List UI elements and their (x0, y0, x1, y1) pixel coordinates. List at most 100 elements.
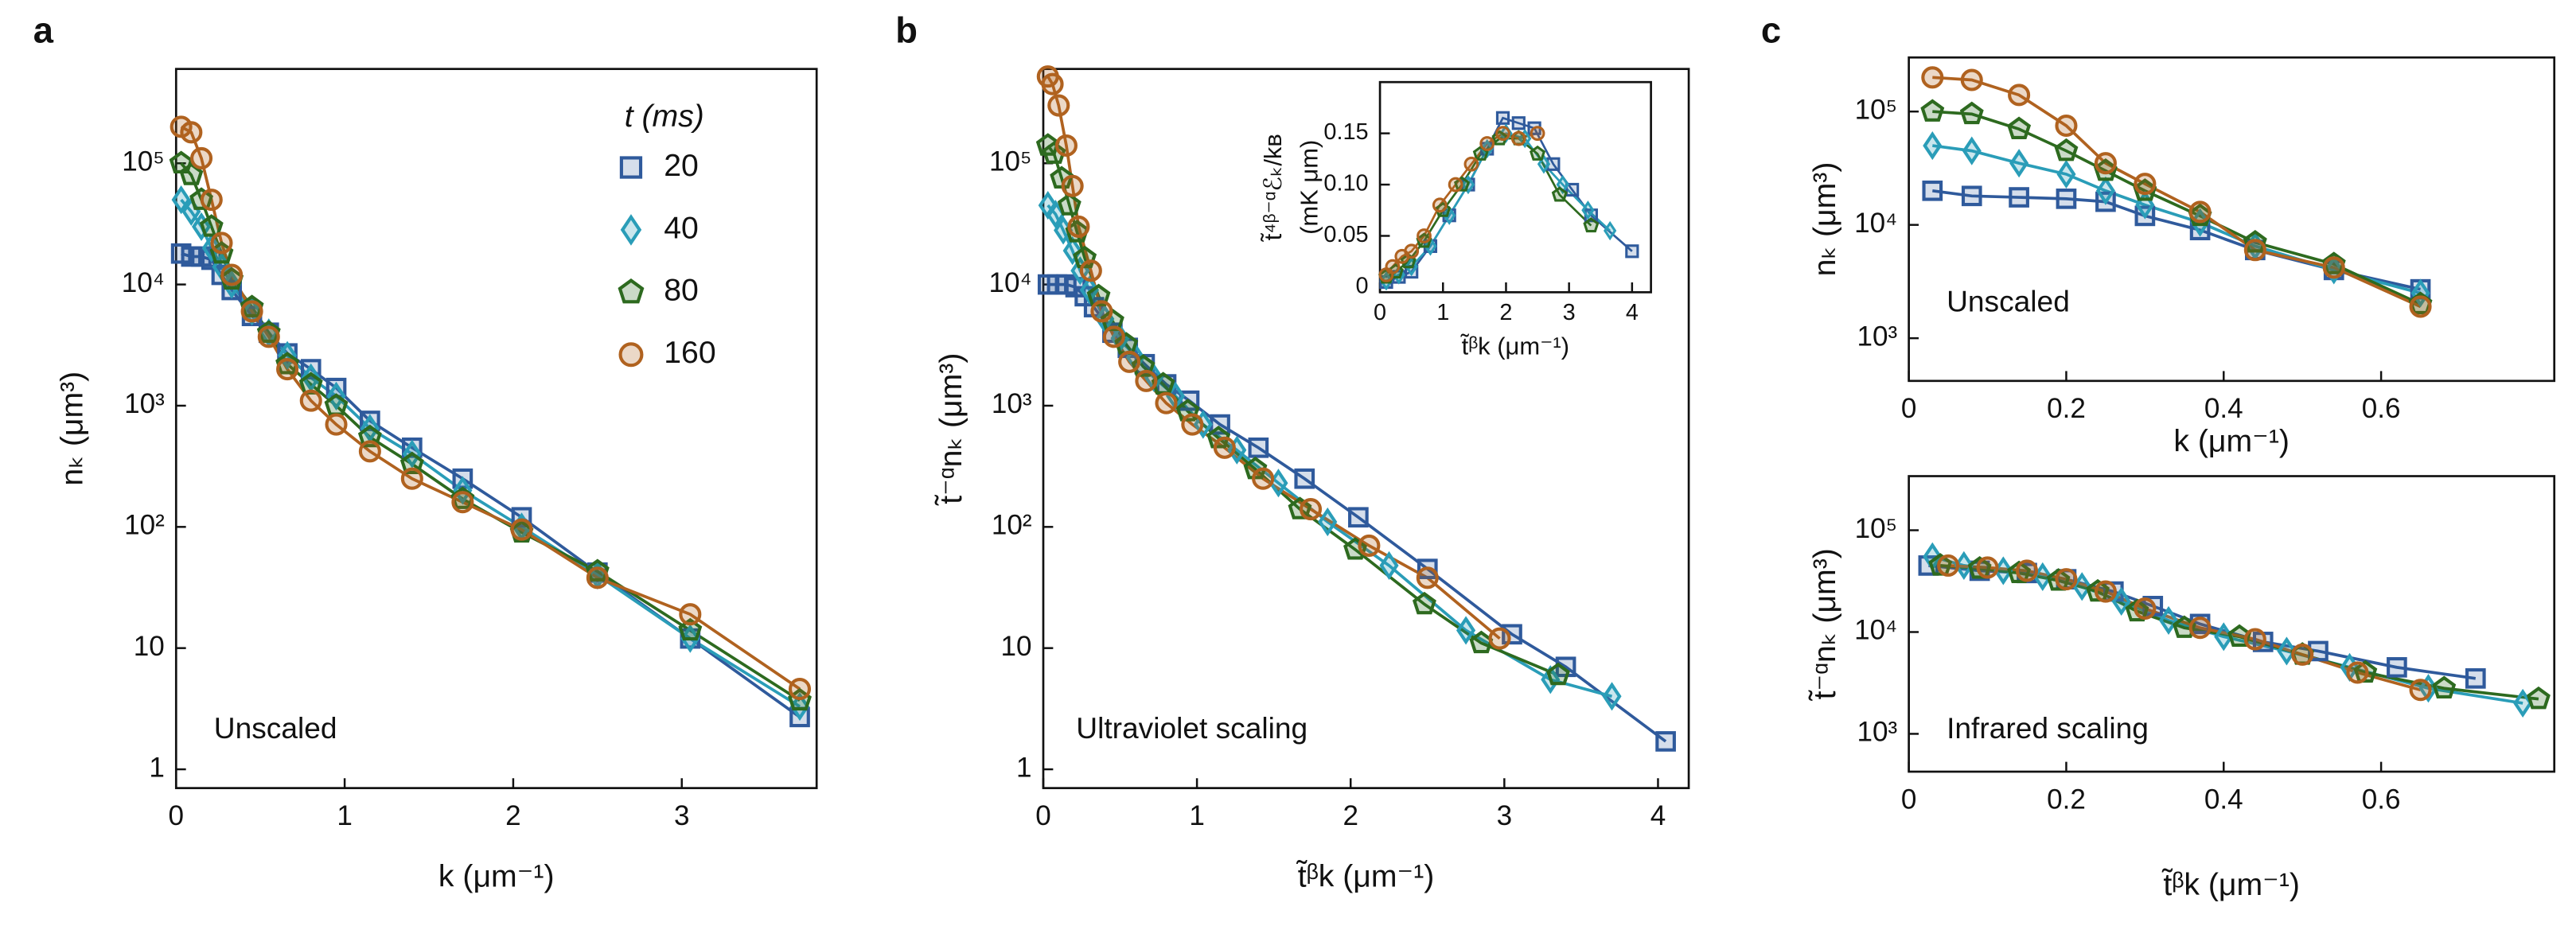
marker (1967, 556, 1992, 579)
marker (358, 440, 381, 463)
series-line (1046, 204, 1613, 698)
marker (1921, 66, 1944, 89)
marker (1551, 186, 1568, 202)
axes-frame (1378, 80, 1652, 294)
axes-frame (1042, 68, 1690, 789)
marker (401, 437, 423, 458)
series-line (1932, 76, 2422, 309)
marker (1961, 185, 1982, 207)
marker (1583, 217, 1600, 233)
x-axis-label: k (μm⁻¹) (438, 860, 555, 894)
annotation: Unscaled (1947, 285, 2070, 318)
x-tick-label: 3 (1563, 300, 1576, 325)
marker (2387, 657, 2407, 678)
x-tick-label: 0.6 (2362, 784, 2401, 815)
marker (788, 678, 812, 701)
x-tick-label: 0.2 (2047, 784, 2086, 815)
marker (2054, 138, 2079, 161)
marker (1086, 283, 1111, 307)
marker (2056, 159, 2076, 189)
y-tick-label: 10³ (1857, 717, 1897, 748)
marker (1530, 126, 1545, 142)
x-tick-label: 0 (1374, 300, 1386, 325)
y-tick-label: 10 (134, 631, 165, 662)
marker (1348, 507, 1369, 528)
marker (2056, 189, 2077, 209)
marker (2055, 114, 2078, 138)
y-axis-label: t̃⁻ᵅnₖ (μm³) (1808, 548, 1842, 702)
marker (1054, 134, 1078, 158)
marker (1495, 111, 1510, 125)
marker (1495, 126, 1510, 142)
marker (1603, 220, 1617, 241)
y-tick-label: 10⁵ (122, 146, 165, 177)
marker (299, 389, 322, 412)
legend-label: 20 (664, 149, 699, 183)
marker (679, 603, 702, 626)
marker (1448, 177, 1463, 193)
legend-label: 40 (664, 211, 699, 245)
y-tick-label: 10³ (1857, 321, 1897, 352)
y-tick-label: 0.10 (1323, 171, 1368, 196)
x-tick-label: 3 (1497, 800, 1513, 831)
marker (2046, 568, 2071, 591)
marker (171, 185, 191, 215)
x-tick-label: 1 (1189, 800, 1205, 831)
marker (2009, 187, 2029, 208)
x-tick-label: 2 (1343, 800, 1358, 831)
marker (2055, 568, 2078, 591)
marker (1047, 94, 1070, 117)
marker (1206, 426, 1231, 449)
marker (2009, 149, 2029, 178)
marker (1511, 116, 1526, 130)
marker (1976, 556, 1999, 579)
marker (2095, 176, 2115, 205)
marker (1456, 616, 1476, 645)
marker (2322, 256, 2345, 279)
marker (1379, 551, 1399, 580)
x-tick-label: 1 (337, 800, 353, 831)
marker (2111, 586, 2131, 617)
series-line (1385, 132, 1611, 282)
marker (585, 558, 610, 582)
marker (2277, 636, 2297, 666)
marker (1581, 200, 1595, 220)
marker (2015, 559, 2039, 582)
marker (1937, 554, 1960, 577)
series-line (1046, 144, 1559, 677)
marker (1565, 182, 1580, 197)
axes-frame (1908, 56, 2556, 383)
legend-label: 160 (664, 336, 715, 370)
marker (242, 297, 262, 326)
marker (1294, 468, 1315, 489)
x-axis-label: t̃ᵝk (μm⁻¹) (1460, 333, 1569, 360)
panel-label: c (1761, 10, 1781, 50)
y-axis-label: (mK μm) (1296, 140, 1323, 235)
marker (2188, 617, 2212, 640)
y-tick-label: 0.05 (1323, 222, 1368, 247)
marker (1922, 180, 1943, 201)
y-tick-label: 10³ (124, 388, 165, 419)
marker (2513, 688, 2533, 718)
marker (1923, 131, 1943, 161)
marker (1243, 456, 1268, 480)
x-tick-label: 4 (1650, 800, 1666, 831)
x-tick-label: 3 (674, 800, 690, 831)
marker (357, 424, 382, 448)
y-tick-label: 10⁵ (989, 146, 1032, 177)
marker (2094, 152, 2117, 175)
marker (400, 467, 423, 490)
marker (1042, 141, 1066, 164)
marker (1385, 259, 1401, 274)
x-tick-label: 0 (169, 800, 185, 831)
series-line (180, 162, 801, 702)
y-tick-label: 10⁵ (1855, 513, 1898, 544)
marker (201, 233, 221, 263)
marker (1530, 145, 1546, 161)
marker (190, 146, 213, 169)
marker (2409, 295, 2432, 318)
marker (2007, 116, 2032, 139)
marker (1960, 68, 1983, 91)
marker (220, 263, 244, 286)
